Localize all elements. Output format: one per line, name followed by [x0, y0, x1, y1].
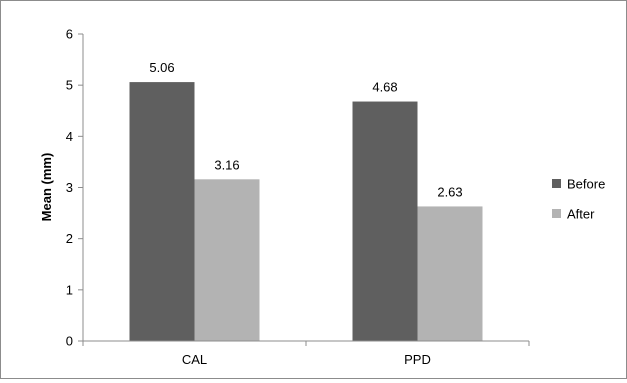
y-tick-label: 2 — [66, 231, 73, 246]
bar-before-ppd — [352, 101, 418, 341]
data-label: 4.68 — [372, 80, 397, 95]
data-label: 3.16 — [214, 157, 239, 172]
plot-area: 0 1 2 3 4 5 6 5.06 4.68 3.16 2.63 CAL PPD — [66, 27, 530, 367]
data-label: 2.63 — [437, 184, 462, 199]
y-tick-label: 6 — [66, 27, 73, 42]
legend-swatch-before — [552, 179, 561, 188]
legend-label-after: After — [567, 207, 595, 222]
bar-after-cal — [194, 179, 260, 341]
data-label: 5.06 — [149, 60, 174, 75]
x-tick-label: PPD — [404, 352, 431, 367]
y-tick-label: 0 — [66, 334, 73, 349]
x-tick-label: CAL — [182, 352, 207, 367]
y-axis-title: Mean (mm) — [39, 153, 54, 222]
legend: Before After — [552, 177, 605, 222]
legend-label-before: Before — [567, 177, 605, 192]
y-tick-label: 5 — [66, 78, 73, 93]
y-tick-label: 4 — [66, 129, 73, 144]
bar-after-ppd — [417, 206, 483, 341]
y-tick-label: 1 — [66, 282, 73, 297]
legend-swatch-after — [552, 209, 561, 218]
bar-before-cal — [129, 82, 195, 341]
y-tick-label: 3 — [66, 180, 73, 195]
